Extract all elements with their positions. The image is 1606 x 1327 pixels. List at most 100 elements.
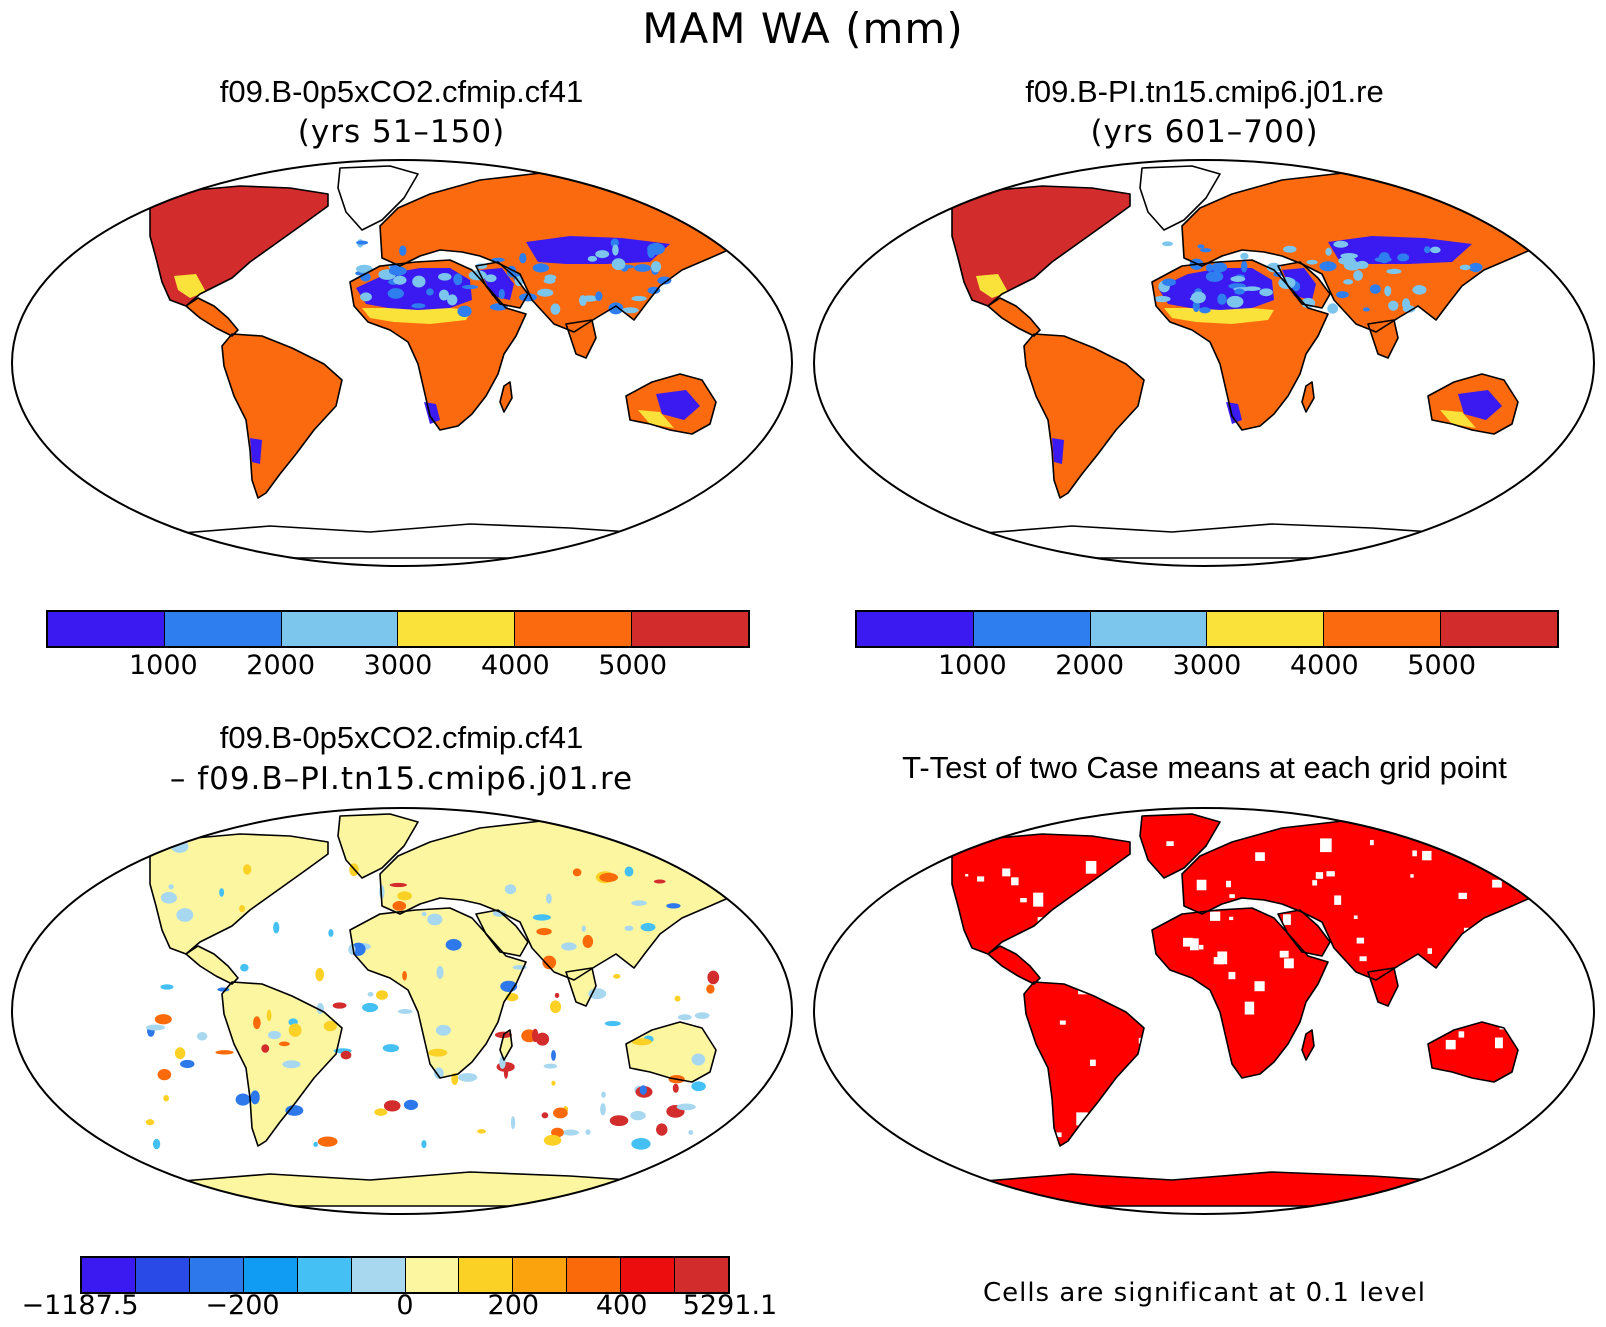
desert-austInterior	[1458, 390, 1502, 420]
anomaly-blob	[631, 900, 647, 906]
anomaly-blob	[551, 1049, 556, 1061]
insignificant-cell	[1458, 1031, 1465, 1038]
anomaly-blob	[503, 1066, 509, 1079]
desert-texture-blob	[579, 295, 587, 307]
anomaly-blob	[551, 1080, 556, 1086]
land-greenland	[1140, 814, 1220, 878]
insignificant-cell	[1046, 1100, 1053, 1107]
desert-texture-blob	[519, 252, 527, 264]
desert-texture-blob	[356, 240, 369, 245]
anomaly-blob	[315, 967, 325, 982]
insignificant-cell	[1155, 962, 1159, 967]
coastline-australia	[1427, 373, 1519, 435]
land-southAmerica	[1024, 334, 1144, 498]
colorbar-tick-label: 5000	[1407, 650, 1477, 681]
desert-texture-blob	[532, 263, 550, 273]
anomaly-blob	[323, 1020, 337, 1032]
colorbar-panel-2	[855, 610, 1559, 648]
insignificant-cell	[1427, 948, 1432, 954]
land-india	[566, 968, 596, 1006]
insignificant-cell	[1229, 894, 1235, 898]
insignificant-cell	[1435, 826, 1447, 834]
desert-texture-blob	[426, 288, 434, 296]
insignificant-cell	[1204, 1069, 1212, 1078]
anomaly-blob	[688, 1130, 694, 1135]
insignificant-cell	[1083, 951, 1095, 964]
anomaly-blob	[631, 1137, 651, 1150]
coastline-arabia	[475, 909, 529, 957]
desert-texture-blob	[412, 275, 426, 288]
colorbar-tick-label: 0	[396, 1290, 414, 1321]
land-australia	[626, 1022, 716, 1082]
anomaly-blob	[157, 1068, 172, 1081]
insignificant-cell	[1404, 1043, 1410, 1051]
insignificant-cell	[1210, 911, 1221, 921]
anomaly-blob	[445, 939, 462, 951]
coastline-africa	[1151, 907, 1329, 1079]
desert-texture-blob	[1362, 307, 1370, 312]
insignificant-cell	[1293, 1132, 1300, 1141]
desert-patagonia	[1052, 438, 1064, 464]
insignificant-cell	[1025, 1086, 1030, 1091]
insignificant-cell	[1445, 1039, 1456, 1050]
desert-patagonia	[250, 438, 262, 464]
anomaly-blob	[403, 1099, 419, 1111]
insignificant-cell	[1482, 834, 1486, 838]
land-centralAmerica	[186, 946, 238, 984]
insignificant-cell	[1078, 986, 1089, 995]
land-madagascar	[500, 382, 512, 412]
insignificant-cell	[1369, 839, 1374, 846]
anomaly-blob	[285, 1105, 304, 1116]
anomaly-blob	[145, 1024, 165, 1031]
insignificant-cell	[1105, 1137, 1117, 1145]
desert-texture-blob	[1340, 252, 1358, 259]
yellow-zone-mexico	[976, 274, 1008, 298]
land-layer	[150, 166, 770, 558]
colorbar-cell-0	[82, 1258, 136, 1292]
desert-texture-blob	[1343, 279, 1354, 285]
colorbar-cell-7	[459, 1258, 514, 1292]
colorbar-cell-5	[1441, 612, 1557, 646]
land-layer	[952, 814, 1572, 1206]
colorbar-panel-2-ticks: 1000 2000 3000 4000 5000	[855, 650, 1559, 684]
anomaly-blob	[477, 1129, 486, 1134]
anomaly-blob	[163, 1095, 170, 1102]
land-layer	[952, 166, 1572, 558]
map-panel-4	[813, 807, 1595, 1215]
anomaly-blob	[436, 965, 444, 979]
insignificant-cell	[1320, 838, 1332, 853]
map-panel-3	[11, 807, 793, 1215]
anomaly-blob	[180, 1059, 195, 1069]
insignificant-cell	[1144, 1129, 1154, 1139]
insignificant-cell	[959, 981, 967, 988]
anomaly-blob	[421, 911, 427, 917]
insignificant-cell	[1226, 880, 1231, 888]
insignificant-cell	[1152, 911, 1159, 920]
land-africa	[1152, 908, 1328, 1078]
desert-texture-blob	[1230, 276, 1246, 283]
desert-texture-blob	[393, 275, 407, 285]
insignificant-cell	[1391, 1050, 1404, 1061]
insignificant-cell	[1313, 1145, 1318, 1149]
anomaly-blob	[640, 923, 656, 932]
insignificant-cell	[1494, 1037, 1503, 1049]
anomaly-blob	[392, 901, 407, 911]
desert-texture-blob	[1325, 247, 1332, 256]
insignificant-cell	[977, 1089, 985, 1100]
insignificant-cell	[1166, 841, 1174, 847]
coastline-southAmerica	[1023, 981, 1145, 1147]
anomaly-blob	[624, 925, 634, 931]
insignificant-cell	[1254, 981, 1265, 992]
anomaly-blob	[235, 1093, 251, 1106]
desert-texture-blob	[1423, 246, 1431, 254]
anomaly-blob	[671, 842, 678, 851]
anomaly-blob	[160, 984, 174, 990]
anomaly-blob	[421, 1140, 427, 1149]
anomaly-blob	[600, 1103, 606, 1116]
colorbar-cell-0	[48, 612, 165, 646]
anomaly-blob	[554, 992, 560, 999]
insignificant-cell	[1213, 956, 1224, 965]
insignificant-cell	[1199, 944, 1204, 950]
desert-texture-blob	[647, 246, 656, 259]
insignificant-cell	[1492, 879, 1502, 888]
